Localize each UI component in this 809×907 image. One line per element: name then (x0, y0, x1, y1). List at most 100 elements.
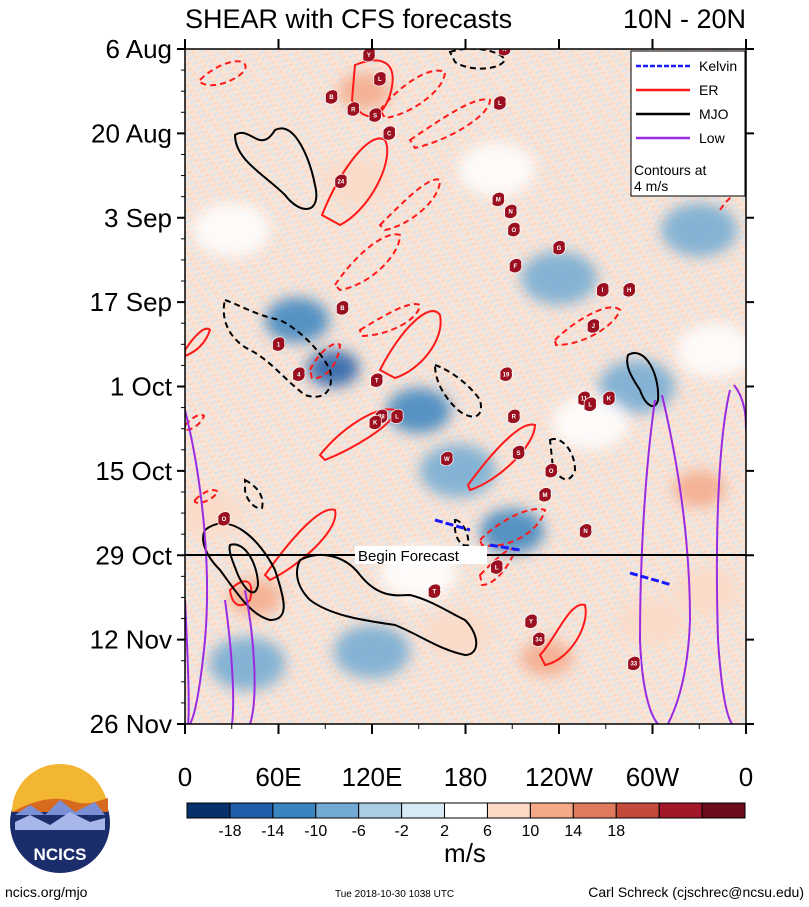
svg-text:M: M (496, 198, 501, 204)
svg-text:F: F (514, 264, 518, 270)
shading-blob-6 (334, 625, 410, 679)
svg-text:T: T (375, 378, 379, 384)
storm-marker: Y (362, 49, 376, 63)
storm-marker: L (493, 95, 507, 111)
colorbar-swatch (529, 802, 574, 819)
mjo-dashed-contours (222, 49, 577, 547)
svg-text:L: L (395, 415, 399, 421)
legend-note-1: Contours at (634, 162, 706, 178)
legend-label: MJO (699, 106, 729, 122)
svg-text:L: L (498, 101, 502, 107)
svg-text:Y: Y (529, 620, 533, 626)
shading-blob-2 (386, 388, 451, 434)
storm-marker: R (346, 101, 360, 117)
svg-text:L: L (495, 565, 499, 571)
shading-blob-9 (419, 444, 496, 498)
storm-marker: I (596, 282, 610, 298)
y-tick-label: 3 Sep (104, 203, 172, 233)
storm-marker: F (509, 258, 523, 274)
svg-text:L: L (588, 403, 592, 409)
colorbar-tick-label: -14 (261, 823, 284, 840)
chart-title: SHEAR with CFS forecasts (185, 4, 512, 34)
storm-marker: R (507, 408, 521, 424)
ncics-logo: NCICS (10, 764, 110, 873)
svg-text:C: C (387, 131, 392, 137)
legend-label: Low (699, 130, 726, 146)
shading-blob-17 (675, 569, 740, 614)
colorbar-swatch (486, 802, 531, 819)
shading-blob-4 (521, 251, 597, 305)
svg-text:O: O (222, 517, 227, 523)
forecast-label: Begin Forecast (358, 548, 460, 565)
logo-text: NCICS (34, 845, 87, 864)
svg-text:H: H (627, 288, 631, 294)
svg-text:K: K (607, 397, 612, 403)
colorbar-swatch (229, 802, 274, 819)
colorbar-tick-label: 18 (607, 823, 625, 840)
x-tick-label: 120W (525, 762, 593, 792)
svg-text:Y: Y (367, 53, 371, 59)
colorbar-tick-label: -2 (394, 823, 408, 840)
y-tick-label: 29 Oct (95, 540, 172, 570)
storm-marker: O (217, 511, 231, 527)
shading-blob-3 (480, 508, 545, 554)
svg-text:S: S (373, 113, 377, 119)
shading-blob-7 (209, 637, 286, 691)
storm-marker: L (490, 559, 504, 575)
storm-marker: B (336, 300, 350, 316)
shading-blob-15 (520, 639, 573, 676)
colorbar-tick-label: -10 (304, 823, 327, 840)
svg-text:J: J (592, 324, 595, 330)
storm-marker: K (602, 390, 616, 406)
colorbar-swatch (358, 802, 403, 819)
shading-blob-20 (193, 203, 270, 257)
storm-marker: 4 (292, 366, 306, 382)
svg-text:N: N (509, 210, 513, 216)
legend-note-2: 4 m/s (634, 178, 668, 194)
storm-marker: 24 (334, 173, 348, 189)
legend-label: Kelvin (699, 58, 737, 74)
storm-marker: M (538, 487, 552, 503)
y-tick-label: 26 Nov (90, 709, 172, 739)
svg-text:24: 24 (337, 180, 344, 186)
storm-marker: L (583, 396, 597, 412)
lat-band-label: 10N - 20N (623, 4, 746, 34)
colorbar-swatch (615, 802, 660, 819)
storm-marker: S (368, 107, 382, 123)
svg-text:28: 28 (378, 415, 385, 421)
storm-marker: 19 (499, 366, 513, 382)
storm-marker: K (498, 47, 512, 57)
svg-text:T: T (432, 589, 436, 595)
y-tick-label: 17 Sep (90, 287, 172, 317)
x-axis: 0 60E 120E 180 120W 60W 0 (178, 39, 753, 792)
shading-blob-1 (265, 297, 330, 343)
storm-marker: C (382, 125, 396, 141)
shading-blob-22 (676, 323, 746, 377)
x-tick-label: 0 (739, 762, 753, 792)
y-axis: 6 Aug 20 Aug 3 Sep 17 Sep 1 Oct 15 Oct 29 Oct 1… (90, 34, 754, 739)
svg-text:33: 33 (630, 662, 637, 668)
svg-text:B: B (329, 95, 334, 101)
svg-text:O: O (511, 228, 516, 234)
storm-marker: J (586, 318, 600, 334)
colorbar-tick-label: 10 (521, 823, 539, 840)
y-tick-label: 1 Oct (110, 372, 173, 402)
colorbar-swatch (186, 802, 231, 819)
colorbar-tick-label: -18 (218, 823, 241, 840)
svg-text:M: M (542, 493, 547, 499)
svg-text:R: R (512, 415, 517, 421)
x-tick-label: 180 (444, 762, 487, 792)
shading-blob-8 (661, 203, 738, 257)
forecast-label-bg (355, 546, 487, 564)
shading-blob-16 (673, 470, 726, 508)
x-tick-label: 0 (178, 762, 192, 792)
low-contours (185, 384, 746, 724)
svg-text:K: K (502, 47, 507, 53)
storm-marker: N (504, 203, 518, 219)
storm-marker: T (427, 583, 441, 599)
colorbar-tick-label: -6 (352, 823, 366, 840)
colorbar-swatch (401, 802, 446, 819)
storm-marker: G (552, 240, 566, 255)
storm-marker: O (544, 463, 558, 478)
